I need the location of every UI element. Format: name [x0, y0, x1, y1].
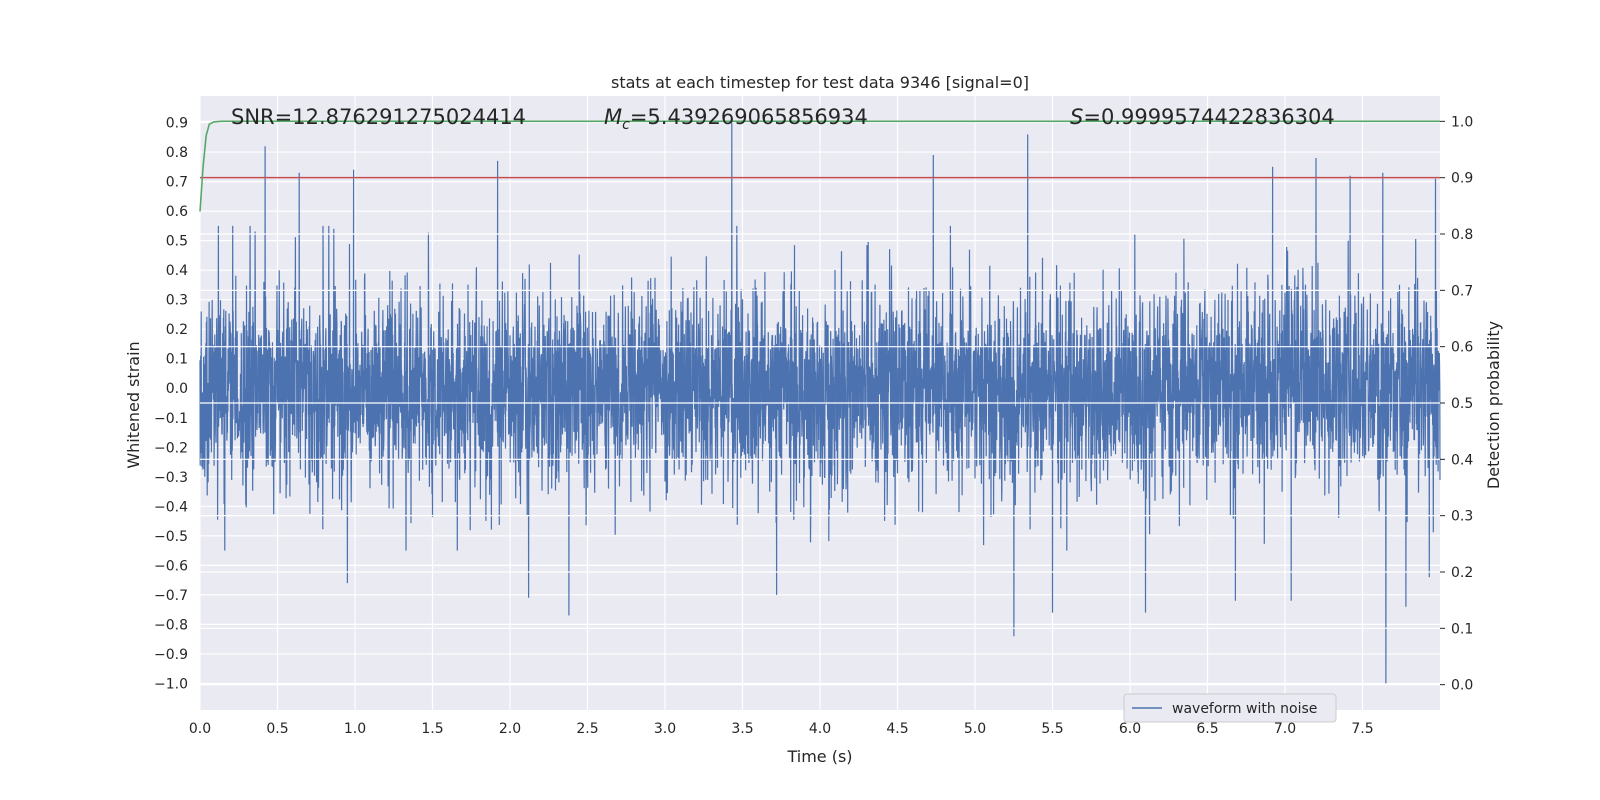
waveform-line [199, 122, 1441, 684]
legend-label: waveform with noise [1172, 701, 1317, 717]
y-tick-label: −1.0 [154, 676, 188, 692]
s-symbol: S [1070, 105, 1083, 129]
waveform-series [199, 122, 1441, 684]
chart-title: stats at each timestep for test data 934… [611, 73, 1029, 92]
y-tick-label: −0.7 [154, 588, 188, 604]
y-tick-label: 0.9 [166, 116, 188, 132]
right-axis-ticks: 1.0 0.9 0.8 0.7 0.6 0.5 0.4 0.3 0.2 0.1 0.0 [1440, 114, 1473, 694]
snr-annotation: SNR=12.876291275024414 [231, 105, 526, 129]
y2-tick-label: 0.6 [1451, 340, 1473, 356]
y-tick-label: 0.3 [166, 293, 188, 309]
x-tick-label: 1.0 [344, 721, 366, 737]
y2-tick-label: 0.7 [1451, 283, 1473, 299]
y2-tick-label: 0.3 [1451, 509, 1473, 525]
y2-tick-label: 0.2 [1451, 565, 1473, 581]
y-tick-label: −0.4 [154, 499, 188, 515]
y-tick-label: −0.2 [154, 440, 188, 456]
x-tick-label: 7.5 [1351, 721, 1373, 737]
x-tick-label: 5.0 [964, 721, 986, 737]
y-axis-label: Whitened strain [124, 341, 143, 468]
y-tick-label: 0.6 [166, 204, 188, 220]
x-axis-label: Time (s) [786, 747, 852, 766]
probability-line [199, 120, 1440, 212]
y2-tick-label: 0.9 [1451, 171, 1473, 187]
x-tick-label: 0.0 [189, 721, 211, 737]
x-tick-label: 6.0 [1119, 721, 1141, 737]
y2-tick-label: 0.8 [1451, 227, 1473, 243]
mc-symbol: M [604, 105, 622, 129]
s-value: =0.9999574422836304 [1083, 105, 1334, 129]
y-tick-label: −0.6 [154, 558, 188, 574]
x-tick-label: 2.0 [499, 721, 521, 737]
mc-subscript: c [622, 117, 630, 133]
y2-tick-label: 0.1 [1451, 621, 1473, 637]
x-tick-label: 5.5 [1041, 721, 1063, 737]
x-tick-label: 2.5 [576, 721, 598, 737]
legend-box [1123, 693, 1337, 723]
y2-tick-label: 1.0 [1451, 114, 1473, 130]
y-tick-label: −0.5 [154, 529, 188, 545]
mc-value: =5.439269065856934 [630, 105, 868, 129]
x-tick-label: 1.5 [421, 721, 443, 737]
y-tick-label: −0.8 [154, 617, 188, 633]
probability-overlay [199, 120, 1440, 686]
y-tick-label: 0.1 [166, 352, 188, 368]
legend: waveform with noise [1123, 693, 1337, 723]
x-axis-ticks: 0.0 0.5 1.0 1.5 2.0 2.5 3.0 3.5 4.0 4.5 5.0 5.5 6.0 6… [189, 721, 1374, 737]
y2-tick-label: 0.5 [1451, 396, 1473, 412]
y-tick-label: −0.1 [154, 411, 188, 427]
x-tick-label: 6.5 [1196, 721, 1218, 737]
y2-tick-label: 0.4 [1451, 452, 1473, 468]
x-tick-label: 3.5 [731, 721, 753, 737]
left-axis-ticks: 0.9 0.8 0.7 0.6 0.5 0.4 0.3 0.2 0.1 0.0 −0.1 −0.2 −0… [154, 116, 188, 693]
y-tick-label: 0.0 [166, 381, 188, 397]
y-tick-label: 0.4 [166, 263, 188, 279]
y-tick-label: 0.5 [166, 234, 188, 250]
y-tick-label: 0.7 [166, 175, 188, 191]
y-tick-label: 0.8 [166, 145, 188, 161]
x-tick-label: 4.5 [886, 721, 908, 737]
y-tick-label: −0.9 [154, 647, 188, 663]
s-annotation: S=0.9999574422836304 [1070, 105, 1335, 129]
x-tick-label: 7.0 [1274, 721, 1296, 737]
x-tick-label: 0.5 [266, 721, 288, 737]
y-tick-label: −0.3 [154, 470, 188, 486]
x-tick-label: 3.0 [654, 721, 676, 737]
mc-annotation: Mc=5.439269065856934 [604, 105, 868, 133]
x-tick-label: 4.0 [809, 721, 831, 737]
y-tick-label: 0.2 [166, 322, 188, 338]
y2-axis-label: Detection probability [1484, 321, 1503, 489]
y2-tick-label: 0.0 [1451, 678, 1473, 694]
